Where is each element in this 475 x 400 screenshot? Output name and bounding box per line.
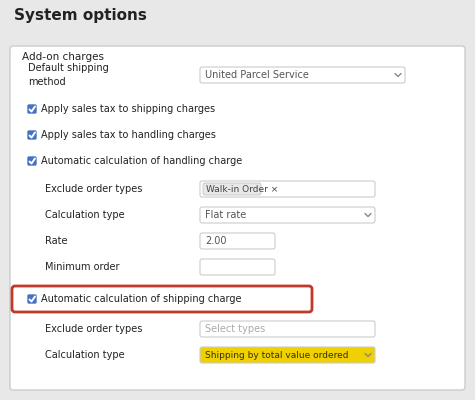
FancyBboxPatch shape bbox=[200, 347, 375, 363]
FancyBboxPatch shape bbox=[200, 207, 375, 223]
Text: United Parcel Service: United Parcel Service bbox=[205, 70, 309, 80]
FancyBboxPatch shape bbox=[28, 105, 36, 113]
Text: Apply sales tax to handling charges: Apply sales tax to handling charges bbox=[41, 130, 216, 140]
Text: System options: System options bbox=[14, 8, 147, 23]
FancyBboxPatch shape bbox=[203, 183, 261, 195]
FancyBboxPatch shape bbox=[200, 67, 405, 83]
Text: Default shipping
method: Default shipping method bbox=[28, 63, 109, 87]
Text: Add-on charges: Add-on charges bbox=[22, 52, 104, 62]
FancyBboxPatch shape bbox=[200, 233, 275, 249]
FancyBboxPatch shape bbox=[28, 157, 36, 165]
Text: Minimum order: Minimum order bbox=[45, 262, 120, 272]
Text: 2.00: 2.00 bbox=[205, 236, 227, 246]
Text: Calculation type: Calculation type bbox=[45, 210, 124, 220]
FancyBboxPatch shape bbox=[12, 286, 312, 312]
Text: Select types: Select types bbox=[205, 324, 265, 334]
Text: Exclude order types: Exclude order types bbox=[45, 324, 142, 334]
FancyBboxPatch shape bbox=[28, 131, 36, 139]
Text: Shipping by total value ordered: Shipping by total value ordered bbox=[205, 350, 349, 360]
Text: Rate: Rate bbox=[45, 236, 67, 246]
FancyBboxPatch shape bbox=[200, 321, 375, 337]
Text: Walk-in Order ×: Walk-in Order × bbox=[206, 184, 278, 194]
Text: Calculation type: Calculation type bbox=[45, 350, 124, 360]
Text: Apply sales tax to shipping charges: Apply sales tax to shipping charges bbox=[41, 104, 215, 114]
Text: Automatic calculation of handling charge: Automatic calculation of handling charge bbox=[41, 156, 242, 166]
Text: Exclude order types: Exclude order types bbox=[45, 184, 142, 194]
FancyBboxPatch shape bbox=[200, 181, 375, 197]
Text: Flat rate: Flat rate bbox=[205, 210, 246, 220]
FancyBboxPatch shape bbox=[28, 295, 36, 303]
FancyBboxPatch shape bbox=[200, 259, 275, 275]
Text: Automatic calculation of shipping charge: Automatic calculation of shipping charge bbox=[41, 294, 241, 304]
FancyBboxPatch shape bbox=[10, 46, 465, 390]
